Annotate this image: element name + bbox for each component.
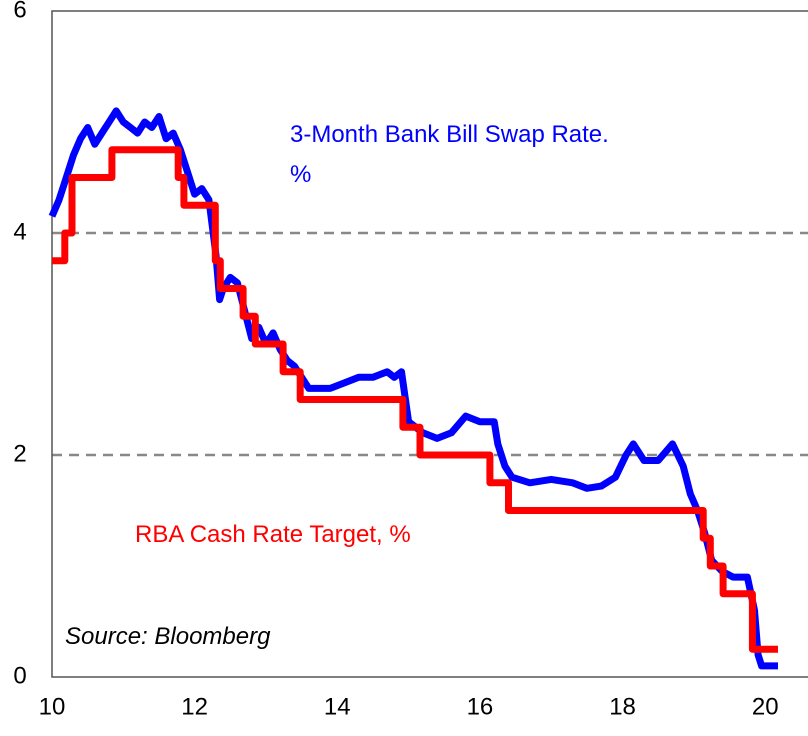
y-tick-label: 6 bbox=[13, 0, 26, 23]
series-label: RBA Cash Rate Target, % bbox=[135, 521, 411, 548]
x-tick-label: 10 bbox=[39, 693, 66, 720]
x-tick-label: 14 bbox=[324, 693, 351, 720]
x-tick-label: 20 bbox=[752, 693, 779, 720]
y-tick-label: 4 bbox=[13, 218, 26, 245]
plot-frame bbox=[51, 10, 808, 678]
source-note: Source: Bloomberg bbox=[65, 623, 271, 650]
y-tick-label: 0 bbox=[13, 662, 26, 689]
x-tick-label: 18 bbox=[609, 693, 636, 720]
series-line bbox=[48, 107, 778, 670]
series-line bbox=[52, 146, 778, 653]
series-label: 3-Month Bank Bill Swap Rate. % bbox=[290, 121, 609, 188]
x-tick-label: 16 bbox=[467, 693, 494, 720]
y-tick-label: 2 bbox=[13, 440, 26, 467]
x-tick-label: 12 bbox=[181, 693, 208, 720]
